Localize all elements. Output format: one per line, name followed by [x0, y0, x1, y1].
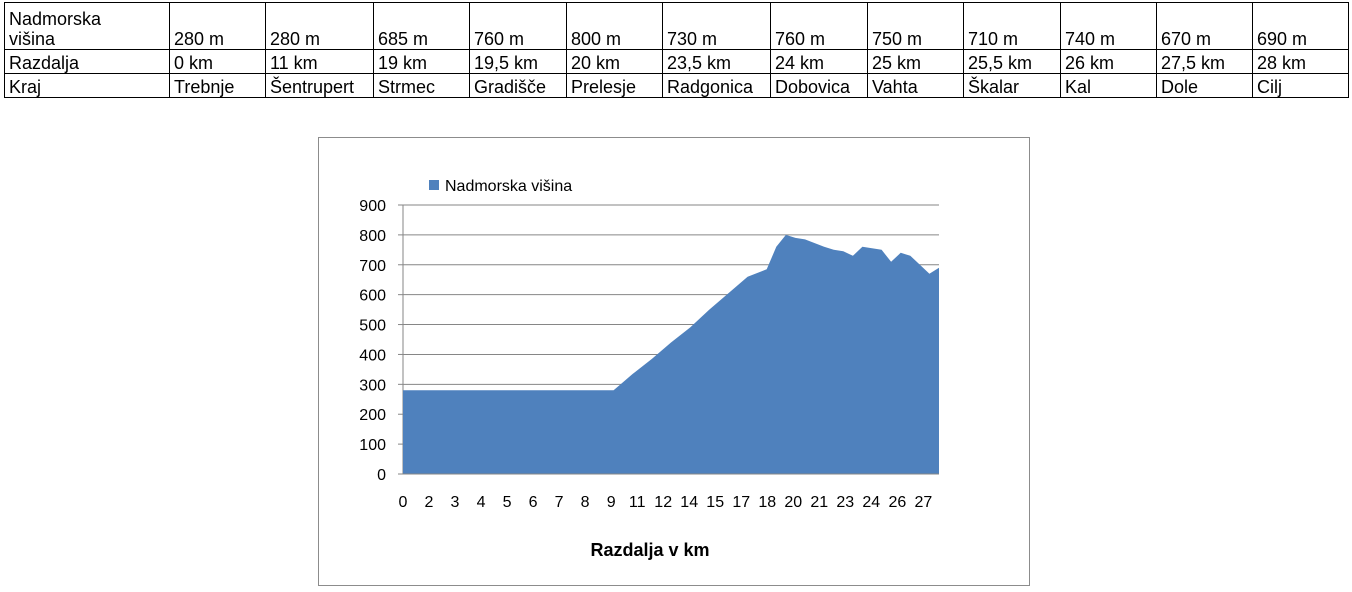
table-cell: 20 km [566, 49, 663, 74]
table-cell: 24 km [770, 49, 868, 74]
y-tick-label: 0 [377, 467, 386, 484]
table-cell: 11 km [265, 49, 374, 74]
table-cell: Dole [1156, 73, 1253, 98]
table-cell: 750 m [867, 2, 964, 50]
legend-swatch [429, 180, 439, 190]
table-cell: Kal [1060, 73, 1157, 98]
table-cell: Prelesje [566, 73, 663, 98]
x-tick-label: 4 [477, 494, 486, 511]
x-tick-label: 7 [555, 494, 564, 511]
y-tick-label: 100 [359, 437, 386, 454]
table-cell: Škalar [963, 73, 1061, 98]
x-tick-label: 11 [629, 494, 646, 511]
x-tick-label: 15 [706, 494, 724, 511]
table-cell: Radgonica [662, 73, 771, 98]
x-tick-label: 6 [529, 494, 538, 511]
y-tick-label: 700 [359, 258, 386, 275]
x-tick-label: 26 [889, 494, 907, 511]
y-tick-label: 900 [359, 198, 386, 215]
table-cell: 760 m [469, 2, 567, 50]
table-cell: 0 km [169, 49, 266, 74]
x-tick-label: 3 [451, 494, 460, 511]
table-cell: Dobovica [770, 73, 868, 98]
table-cell: 760 m [770, 2, 868, 50]
x-tick-label: 8 [581, 494, 590, 511]
table-cell: 19 km [373, 49, 470, 74]
altitude-row: Nadmorska višina 280 m 280 m 685 m 760 m 800 m… [4, 2, 1349, 50]
x-tick-label: 5 [503, 494, 512, 511]
table-cell: 280 m [265, 2, 374, 50]
y-tick-label: 200 [359, 407, 386, 424]
x-tick-label: 12 [654, 494, 672, 511]
legend-label: Nadmorska višina [445, 178, 572, 195]
table-cell: 670 m [1156, 2, 1253, 50]
table-cell: Gradišče [469, 73, 567, 98]
x-tick-label: 20 [784, 494, 802, 511]
y-tick-label: 500 [359, 318, 386, 335]
table-cell: Cilj [1252, 73, 1349, 98]
table-cell: 690 m [1252, 2, 1349, 50]
table-cell: Strmec [373, 73, 470, 98]
table-cell: Trebnje [169, 73, 266, 98]
x-tick-label: 0 [399, 494, 408, 511]
x-tick-label: 21 [810, 494, 828, 511]
table-cell: 26 km [1060, 49, 1157, 74]
x-tick-label: 24 [862, 494, 880, 511]
table-cell: 19,5 km [469, 49, 567, 74]
y-tick-label: 800 [359, 228, 386, 245]
row-header: Nadmorska višina [4, 2, 170, 50]
x-axis-title: Razdalja v km [590, 540, 709, 560]
table-cell: 710 m [963, 2, 1061, 50]
x-tick-label: 27 [915, 494, 933, 511]
table-cell: 28 km [1252, 49, 1349, 74]
row-header: Razdalja [4, 49, 170, 74]
distance-row: Razdalja 0 km 11 km 19 km 19,5 km 20 km 23,5 k… [4, 49, 1349, 74]
x-tick-label: 2 [425, 494, 434, 511]
table-cell: 740 m [1060, 2, 1157, 50]
data-table: Nadmorska višina 280 m 280 m 685 m 760 m 800 m… [4, 2, 1349, 98]
y-tick-label: 300 [359, 377, 386, 394]
table-cell: 27,5 km [1156, 49, 1253, 74]
chart-frame: 0 100 200 300 400 500 600 700 800 900 0 2 3 4 5 6 7 8 9 11 1… [318, 137, 1030, 586]
table-cell: Šentrupert [265, 73, 374, 98]
x-tick-label: 14 [680, 494, 698, 511]
table-cell: Vahta [867, 73, 964, 98]
x-tick-label: 17 [732, 494, 750, 511]
x-tick-label: 9 [607, 494, 616, 511]
table-cell: 25 km [867, 49, 964, 74]
table-cell: 23,5 km [662, 49, 771, 74]
table-cell: 685 m [373, 2, 470, 50]
series-area [403, 234, 939, 474]
x-tick-label: 23 [836, 494, 854, 511]
y-tick-label: 400 [359, 347, 386, 364]
row-header: Kraj [4, 73, 170, 98]
place-row: Kraj Trebnje Šentrupert Strmec Gradišče Prele… [4, 73, 1349, 98]
y-tick-label: 600 [359, 288, 386, 305]
table-cell: 730 m [662, 2, 771, 50]
x-tick-label: 18 [758, 494, 776, 511]
table-cell: 25,5 km [963, 49, 1061, 74]
table-cell: 800 m [566, 2, 663, 50]
table-cell: 280 m [169, 2, 266, 50]
